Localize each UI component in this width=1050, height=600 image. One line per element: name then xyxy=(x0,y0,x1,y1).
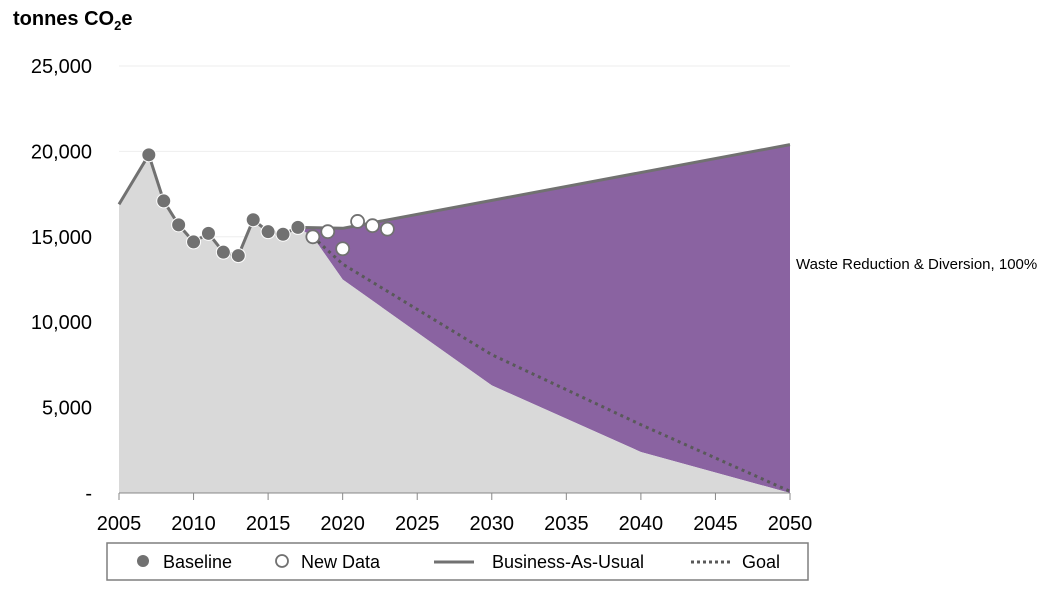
baseline-point-2010 xyxy=(186,234,202,250)
baseline-point-2009 xyxy=(171,217,187,233)
baseline-point-2007 xyxy=(141,147,157,163)
x-tick-label-2020: 2020 xyxy=(320,513,365,535)
new-data-point-2020 xyxy=(335,241,351,257)
new-data-point-2022 xyxy=(365,218,380,234)
legend-goal-label: Goal xyxy=(742,552,780,572)
baseline-point-2013 xyxy=(230,248,246,264)
goal-line xyxy=(311,235,791,493)
x-tick-label-2030: 2030 xyxy=(470,513,515,535)
legend-baseline-label: Baseline xyxy=(163,552,232,572)
y-tick-label-15000: 15,000 xyxy=(31,227,92,249)
data-markers xyxy=(141,147,395,264)
x-tick-label-2045: 2045 xyxy=(693,513,738,535)
x-tick-label-2040: 2040 xyxy=(619,513,664,535)
baseline-point-2008 xyxy=(156,193,172,209)
y-tick-label-10000: 10,000 xyxy=(31,312,92,334)
x-tick-label-2015: 2015 xyxy=(246,513,291,535)
legend-bau-label: Business-As-Usual xyxy=(492,552,644,572)
waste-reduction-wedge xyxy=(297,144,790,493)
x-tick-label-2010: 2010 xyxy=(171,513,216,535)
x-tick-labels: 2005 2010 2015 2020 2025 2030 2035 2040 2045 2050 xyxy=(97,513,813,535)
baseline-point-2012 xyxy=(215,244,231,260)
x-tick-label-2035: 2035 xyxy=(544,513,589,535)
x-tick-label-2025: 2025 xyxy=(395,513,440,535)
baseline-point-2017 xyxy=(290,219,306,235)
y-tick-labels: - 5,000 10,000 15,000 20,000 25,000 xyxy=(31,56,92,505)
y-tick-label-0: - xyxy=(85,483,92,505)
baseline-point-2015 xyxy=(260,224,276,240)
baseline-point-2014 xyxy=(245,212,261,228)
legend-new-data-marker xyxy=(275,554,289,568)
y-tick-label-5000: 5,000 xyxy=(42,398,92,420)
legend-baseline-marker xyxy=(137,555,149,567)
axes xyxy=(118,492,791,500)
x-tick-label-2050: 2050 xyxy=(768,513,813,535)
legend: Baseline New Data Business-As-Usual Goal xyxy=(106,542,809,581)
y-axis-label: tonnes CO2e xyxy=(13,8,132,33)
new-data-point-2023 xyxy=(379,221,395,237)
baseline-point-2016 xyxy=(275,226,291,242)
wedge-annotation: Waste Reduction & Diversion, 100% xyxy=(796,256,1037,273)
x-tick-label-2005: 2005 xyxy=(97,513,142,535)
new-data-point-2021 xyxy=(350,214,365,229)
y-tick-label-20000: 20,000 xyxy=(31,141,92,163)
new-data-point-2018 xyxy=(305,229,321,245)
new-data-point-2019 xyxy=(320,224,336,240)
y-tick-label-25000: 25,000 xyxy=(31,56,92,78)
legend-new-data-label: New Data xyxy=(301,552,381,572)
baseline-point-2011 xyxy=(200,225,216,241)
